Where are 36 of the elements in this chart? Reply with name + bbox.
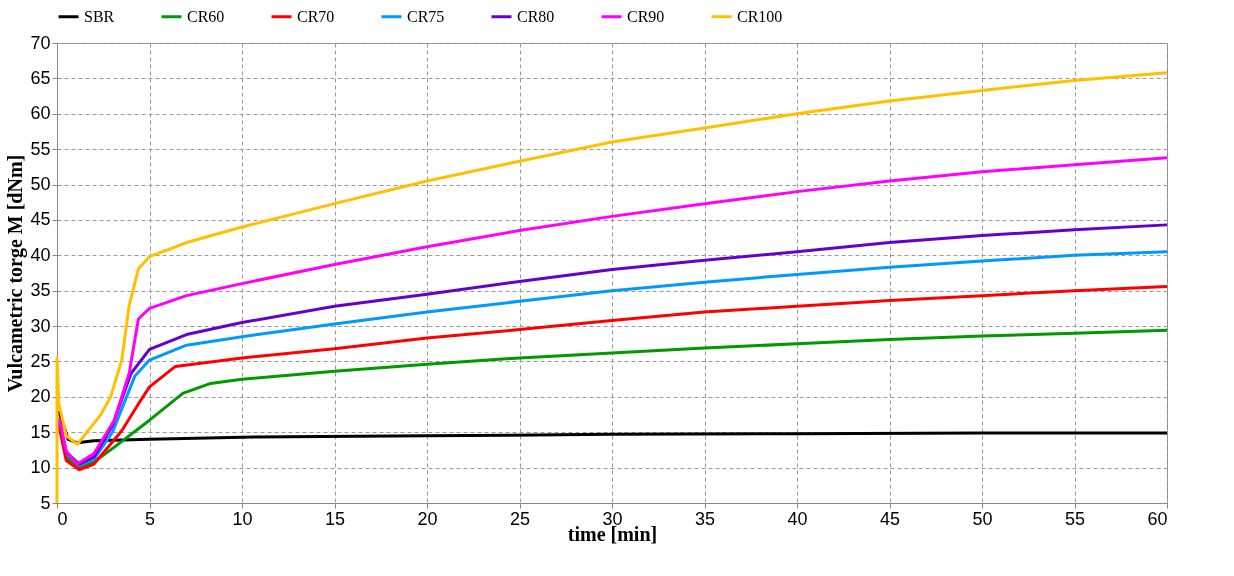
- x-tick-label: 50: [972, 508, 993, 529]
- y-tick-label: 10: [30, 457, 51, 478]
- x-tick-label: 45: [879, 508, 901, 529]
- y-tick-label: 55: [30, 138, 51, 159]
- x-tick-label: 15: [324, 508, 346, 529]
- legend-label: SBR: [84, 7, 115, 25]
- y-tick-label: 40: [30, 244, 51, 265]
- y-tick-label: 5: [40, 492, 51, 513]
- y-tick-label: 70: [30, 32, 51, 53]
- y-tick-label: 30: [30, 315, 51, 336]
- x-tick-label: 60: [1147, 508, 1168, 529]
- line-series: [57, 156, 1169, 466]
- legend-label: CR80: [517, 7, 555, 25]
- x-tick-label: 0: [57, 508, 68, 529]
- x-tick-label: 35: [694, 508, 716, 529]
- y-axis-title: Vulcametric torge M [dNm]: [4, 154, 28, 393]
- legend-label: CR70: [297, 7, 335, 25]
- y-tick-label: 35: [30, 280, 51, 301]
- line-series: [57, 284, 1169, 472]
- legend-label: CR90: [627, 7, 665, 25]
- y-tick-label: 60: [30, 103, 51, 124]
- y-tick-label: 25: [30, 350, 51, 371]
- y-tick-label: 65: [30, 67, 51, 88]
- x-tick-label: 25: [509, 508, 531, 529]
- legend-label: CR60: [187, 7, 225, 25]
- legend-label: CR75: [407, 7, 445, 25]
- x-tick-label: 20: [417, 508, 438, 529]
- legend-label: CR100: [737, 7, 783, 25]
- x-tick-label: 5: [144, 508, 156, 529]
- y-tick-label: 50: [30, 174, 51, 195]
- x-tick-label: 55: [1064, 508, 1086, 529]
- x-tick-label: 40: [787, 508, 808, 529]
- x-tick-label: 10: [232, 508, 253, 529]
- y-tick-label: 45: [30, 209, 51, 230]
- y-tick-label: 15: [30, 421, 51, 442]
- y-tick-label: 20: [30, 386, 51, 407]
